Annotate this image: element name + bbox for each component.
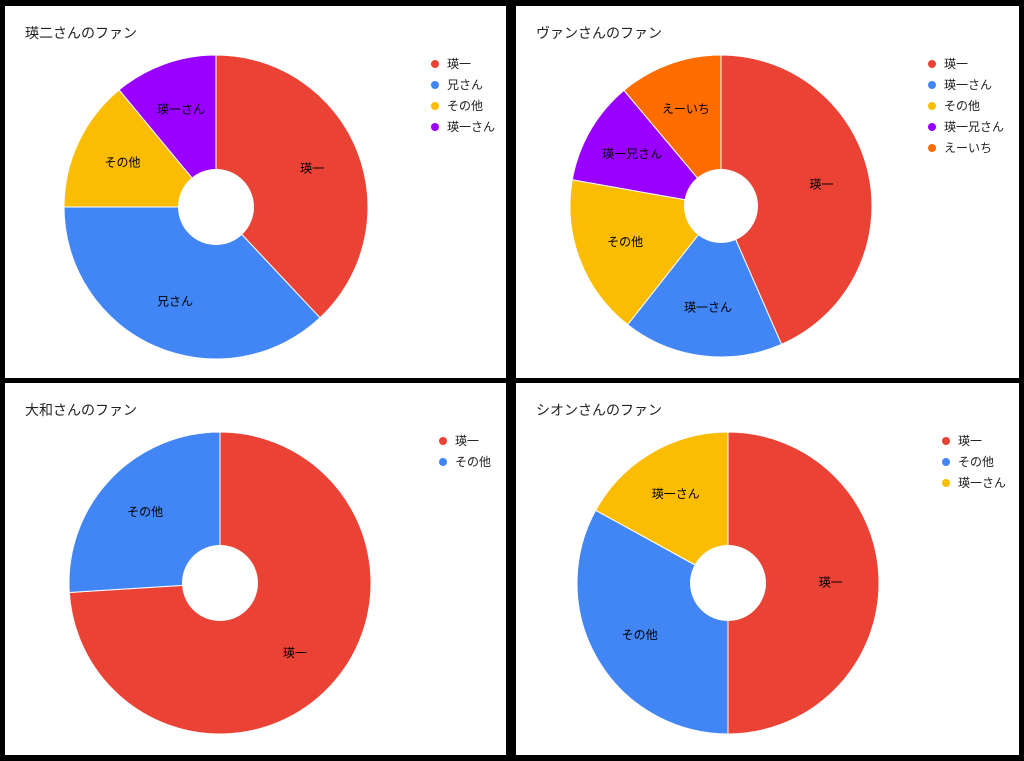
donut-hole bbox=[684, 169, 758, 243]
legend-label: その他 bbox=[447, 99, 484, 113]
legend-swatch bbox=[431, 101, 439, 110]
legend-item: その他 bbox=[942, 451, 1006, 472]
chart-legend: 瑛一 その他 bbox=[439, 430, 491, 472]
legend-swatch bbox=[928, 101, 936, 110]
pie-slice bbox=[63, 206, 321, 360]
slice-label: 瑛一さん bbox=[652, 487, 700, 501]
chart-legend: 瑛一瑛一さんその他瑛一兄さんえーいち bbox=[928, 53, 1004, 158]
pie-slice bbox=[63, 89, 218, 208]
pie-slice bbox=[569, 179, 722, 326]
chart-panel-4: シオンさんのファン 瑛一 その他 瑛一さん 瑛一 その他 瑛一さん bbox=[516, 383, 1019, 755]
legend-swatch bbox=[439, 436, 447, 445]
slice-label: 瑛一兄さん bbox=[602, 147, 662, 161]
legend-label: 瑛一 bbox=[944, 57, 969, 71]
legend-label: 瑛一さん bbox=[447, 120, 496, 134]
pie-slice bbox=[595, 431, 729, 584]
slice-label: その他 bbox=[607, 235, 643, 249]
legend-label: 瑛一さん bbox=[944, 78, 993, 92]
legend-swatch bbox=[928, 59, 936, 68]
pie-slice bbox=[727, 431, 880, 735]
legend-swatch bbox=[928, 122, 936, 131]
legend-item: 瑛一兄さん bbox=[928, 116, 1004, 137]
pie-slice bbox=[118, 54, 217, 209]
legend-item: 瑛一 bbox=[942, 430, 1006, 451]
slice-label: 兄さん bbox=[157, 294, 193, 308]
slice-label: 瑛一 bbox=[809, 178, 833, 192]
chart-title: ヴァンさんのファン bbox=[536, 26, 662, 42]
legend-swatch bbox=[942, 436, 950, 445]
slice-label: 瑛一さん bbox=[157, 102, 205, 116]
legend-label: その他 bbox=[958, 455, 995, 469]
legend-label: 瑛一 bbox=[455, 434, 480, 448]
legend-swatch bbox=[431, 80, 439, 89]
legend-item: 瑛一さん bbox=[928, 74, 1004, 95]
legend-item: 瑛一さん bbox=[431, 116, 495, 137]
legend-swatch bbox=[431, 122, 439, 131]
legend-item: 瑛一 bbox=[431, 53, 495, 74]
legend-label: その他 bbox=[455, 455, 492, 469]
legend-label: 兄さん bbox=[447, 78, 484, 92]
slice-label: えーいち bbox=[662, 102, 710, 116]
pie-slice bbox=[215, 54, 369, 319]
legend-item: えーいち bbox=[928, 137, 1004, 158]
chart-panel-3: 大和さんのファン 瑛一 その他 瑛一 その他 bbox=[5, 383, 506, 755]
legend-swatch bbox=[928, 143, 936, 152]
legend-swatch bbox=[942, 457, 950, 466]
legend-label: 瑛一さん bbox=[958, 476, 1007, 490]
legend-swatch bbox=[942, 478, 950, 487]
chart-title: 大和さんのファン bbox=[25, 403, 137, 419]
pie-slice bbox=[571, 89, 723, 207]
legend-swatch bbox=[439, 457, 447, 466]
legend-item: その他 bbox=[439, 451, 491, 472]
legend-swatch bbox=[431, 59, 439, 68]
pie-chart: 瑛一 その他 bbox=[68, 431, 372, 735]
legend-item: 瑛一さん bbox=[942, 472, 1006, 493]
legend-item: その他 bbox=[928, 95, 1004, 116]
legend-label: 瑛一兄さん bbox=[944, 120, 1005, 134]
legend-label: 瑛一 bbox=[447, 57, 472, 71]
donut-hole bbox=[690, 545, 766, 621]
legend-label: その他 bbox=[944, 99, 981, 113]
chart-legend: 瑛一兄さんその他瑛一さん bbox=[431, 53, 495, 137]
chart-panel-1: 瑛二さんのファン 瑛一 兄さん その他 瑛一さん 瑛一 兄さん その他 瑛一さん bbox=[5, 6, 506, 378]
slice-label: その他 bbox=[622, 628, 658, 642]
slice-label: 瑛一 bbox=[283, 646, 307, 660]
pie-slice bbox=[720, 54, 873, 345]
pie-slice bbox=[623, 54, 722, 208]
legend-item: 兄さん bbox=[431, 74, 495, 95]
slice-label: 瑛一 bbox=[300, 162, 324, 176]
donut-hole bbox=[182, 545, 258, 621]
chart-panel-2: ヴァンさんのファン 瑛一 瑛一さん その他 瑛一兄さん えーいち 瑛一 瑛一さん その他 瑛一… bbox=[516, 6, 1019, 378]
legend-swatch bbox=[928, 80, 936, 89]
chart-legend: 瑛一 その他 瑛一さん bbox=[942, 430, 1006, 493]
slice-label: 瑛一さん bbox=[684, 300, 732, 314]
slice-label: その他 bbox=[104, 156, 140, 170]
legend-item: 瑛一 bbox=[928, 53, 1004, 74]
slice-label: 瑛一 bbox=[819, 576, 843, 590]
pie-slice bbox=[576, 509, 729, 735]
legend-label: 瑛一 bbox=[958, 434, 983, 448]
pie-slice bbox=[68, 431, 221, 594]
legend-item: 瑛一 bbox=[439, 430, 491, 451]
slice-label: その他 bbox=[127, 505, 163, 519]
pie-chart: 瑛一兄さん その他 瑛一さん bbox=[63, 54, 369, 360]
chart-title: シオンさんのファン bbox=[536, 403, 662, 419]
donut-hole bbox=[178, 169, 254, 245]
legend-label: えーいち bbox=[944, 141, 993, 155]
chart-title: 瑛二さんのファン bbox=[25, 26, 137, 42]
pie-slice bbox=[626, 205, 783, 358]
legend-item: その他 bbox=[431, 95, 495, 116]
